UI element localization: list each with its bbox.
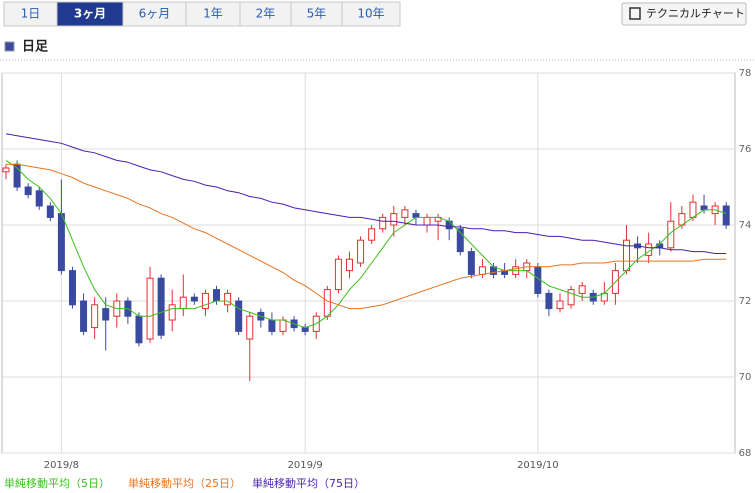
candle-body	[423, 216, 431, 226]
candle-body	[68, 270, 76, 306]
candle-body	[146, 277, 154, 340]
section-title: 日足	[22, 40, 49, 55]
section-icon	[4, 41, 15, 52]
candle-body	[567, 289, 575, 306]
moving-average-line	[5, 159, 727, 329]
candle-body	[467, 251, 475, 275]
candle-body	[235, 300, 243, 332]
candle-body	[224, 292, 232, 306]
candle-body	[213, 289, 221, 302]
candle-body	[301, 327, 309, 332]
candle-body	[456, 228, 464, 253]
technical-chart-button[interactable]	[621, 2, 747, 26]
candle-body	[689, 201, 697, 218]
y-tick-label: 74	[739, 220, 752, 231]
candle-body	[379, 216, 387, 230]
candle-body	[157, 277, 165, 336]
candle-body	[545, 292, 553, 310]
candle-body	[667, 220, 675, 249]
y-tick-label: 76	[739, 144, 752, 155]
candle-body	[2, 167, 10, 173]
x-tick-label: 2019/10	[517, 460, 559, 471]
candle-body	[102, 308, 110, 321]
y-tick-label: 70	[739, 372, 752, 383]
candle-body	[357, 239, 365, 264]
candle-body	[279, 319, 287, 332]
moving-average-line	[6, 163, 727, 310]
candle-body	[700, 205, 708, 211]
candle-body	[201, 292, 209, 310]
candle-body	[46, 205, 54, 218]
period-tab-label: 6ヶ月	[139, 7, 171, 21]
plot-area	[1, 72, 736, 454]
y-tick-label: 72	[739, 296, 752, 307]
button-label: テクニカルチャート	[646, 7, 745, 20]
period-tab[interactable]	[239, 1, 292, 27]
candle-body	[24, 186, 32, 196]
period-tab[interactable]	[290, 1, 343, 27]
candle-body	[390, 213, 398, 226]
candle-body	[135, 315, 143, 344]
candle-body	[722, 205, 730, 226]
period-tab[interactable]	[122, 1, 187, 27]
candle-body	[168, 304, 176, 321]
candle-body	[246, 315, 254, 340]
candle-body	[334, 258, 342, 291]
y-tick-label: 78	[739, 68, 752, 79]
candle-body	[179, 296, 187, 310]
period-tab-label: 2年	[256, 7, 276, 21]
candle-body	[368, 228, 376, 241]
candle-body	[412, 213, 420, 218]
y-tick-label: 68	[739, 448, 752, 459]
candle-body	[190, 296, 198, 302]
period-tab[interactable]	[185, 1, 241, 27]
period-tab-label: 1年	[203, 7, 223, 21]
candle-body	[57, 213, 65, 272]
candle-body	[556, 300, 564, 310]
legend-entry: 単純移動平均（5日）	[4, 476, 110, 490]
x-tick-label: 2019/8	[44, 460, 79, 471]
legend-entry: 単純移動平均（25日）	[128, 476, 241, 490]
legend-entry: 単純移動平均（75日）	[252, 476, 365, 490]
candle-body	[401, 209, 409, 218]
period-tab[interactable]	[3, 1, 58, 27]
candle-body	[445, 220, 453, 230]
period-tab-label: 1日	[21, 7, 41, 21]
candle-body	[35, 190, 43, 207]
moving-average-line	[5, 133, 727, 254]
period-tab-label: 5年	[307, 7, 327, 21]
candle-body	[622, 239, 630, 272]
candle-body	[578, 285, 586, 294]
candle-body	[323, 289, 331, 317]
candle-body	[268, 319, 276, 332]
candle-body	[80, 300, 88, 332]
candle-body	[478, 266, 486, 275]
period-tab[interactable]	[341, 1, 401, 27]
period-tab-label: 3ヶ月	[74, 7, 106, 21]
candle-body	[345, 258, 353, 272]
candle-body	[91, 304, 99, 329]
x-tick-label: 2019/9	[288, 460, 323, 471]
button-icon	[629, 7, 641, 20]
period-tab-label: 10年	[357, 7, 384, 21]
